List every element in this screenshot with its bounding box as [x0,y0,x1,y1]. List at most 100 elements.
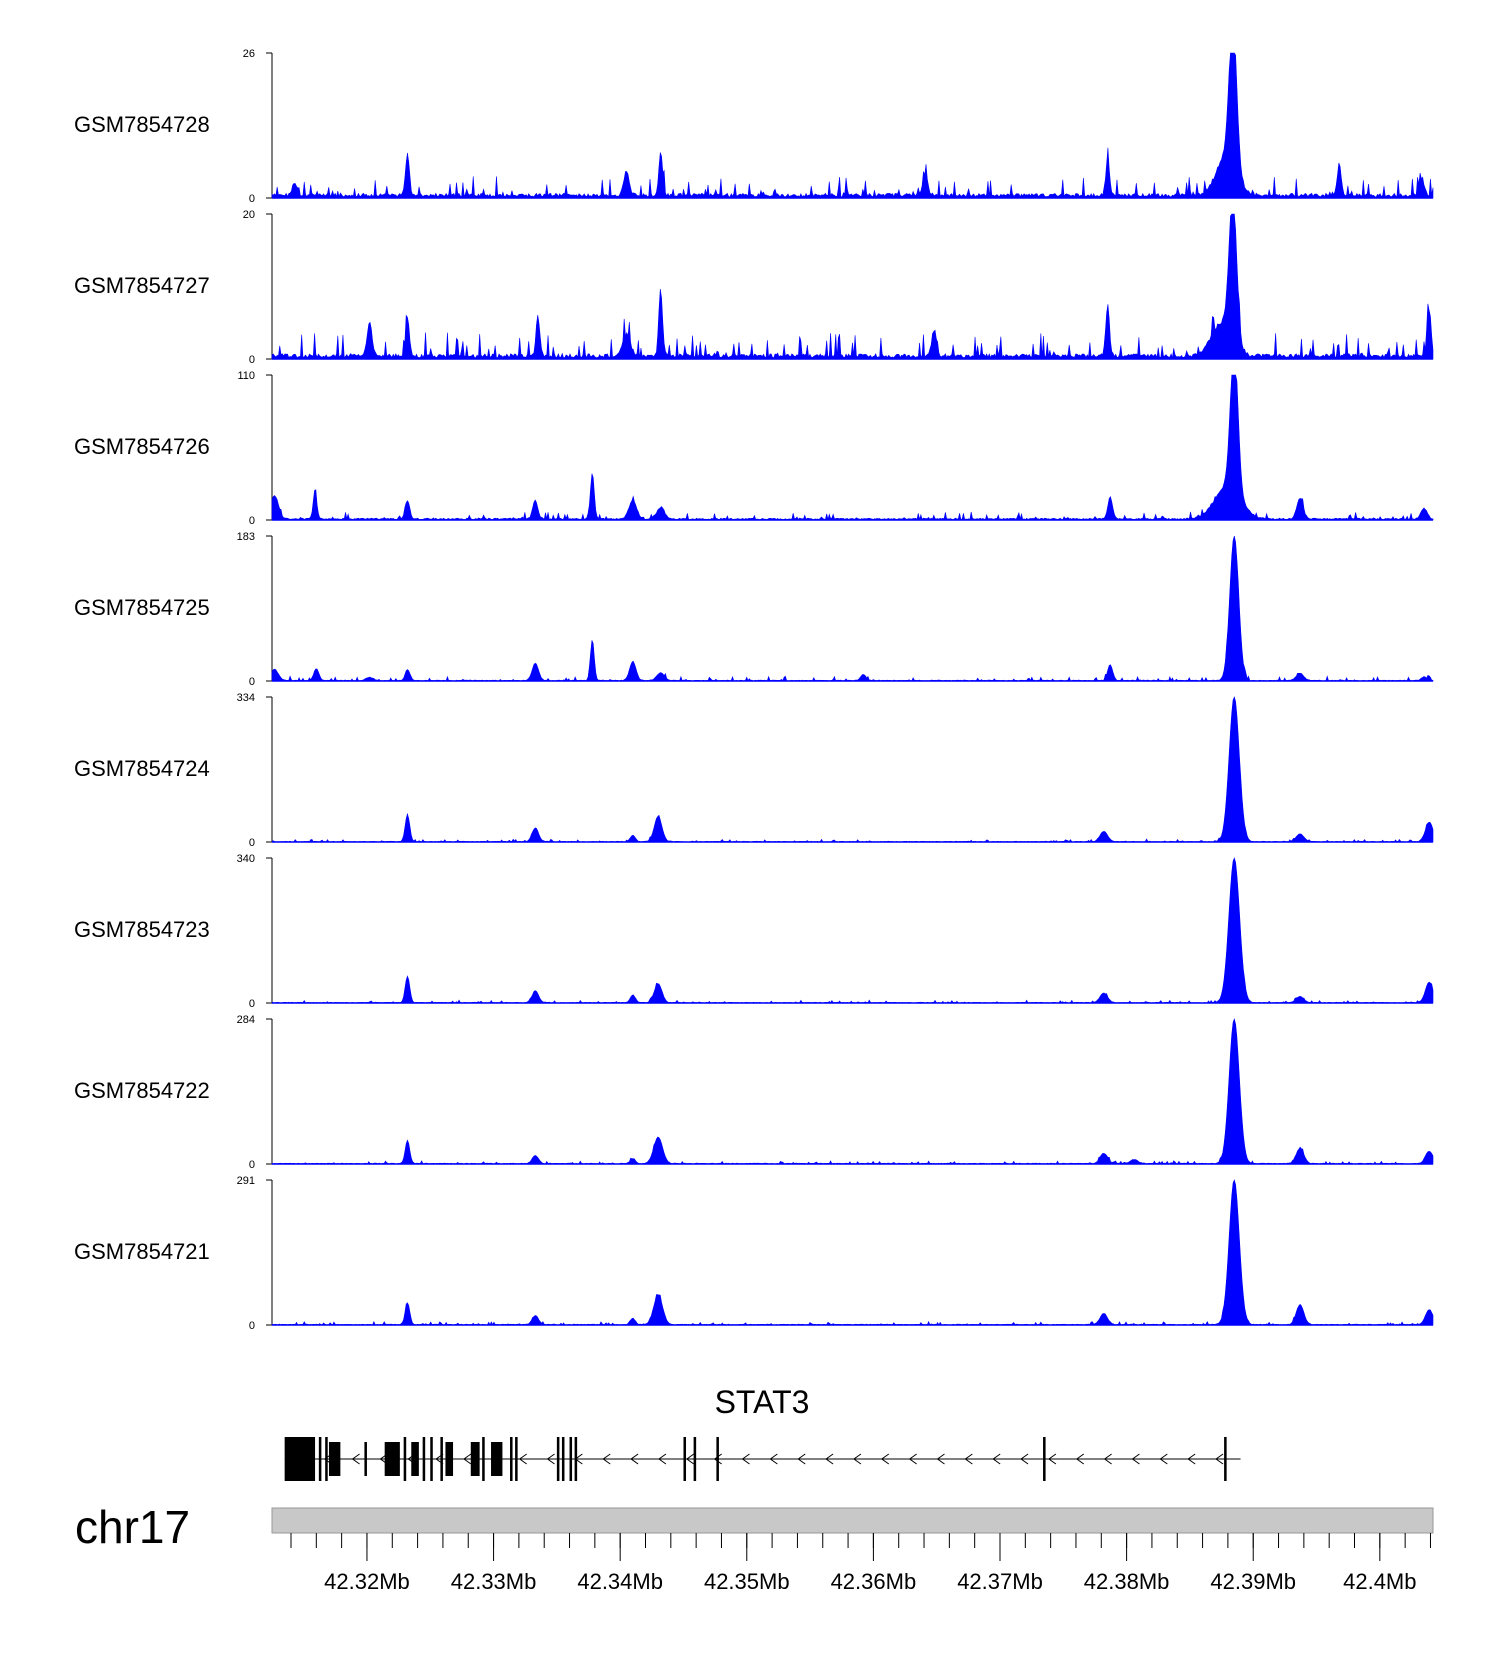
signal-area [271,857,1434,1004]
signal-area [271,52,1434,199]
track-label: GSM7854722 [74,1078,210,1103]
chromosome-label: chr17 [75,1501,190,1553]
y-min-label: 0 [249,998,255,1010]
x-tick-label: 42.38Mb [1084,1569,1170,1594]
track-GSM7854725: GSM7854725 183 0 [74,531,1434,688]
strand-arrow [1048,1453,1057,1465]
track-label: GSM7854725 [74,595,210,620]
track-GSM7854724: GSM7854724 334 0 [74,692,1434,849]
signal-area [271,213,1434,360]
strand-arrow [463,1453,472,1465]
exon-block [325,1437,328,1481]
strand-arrow [1020,1453,1029,1465]
strand-arrow [518,1453,527,1465]
exon-block [510,1437,513,1481]
strand-arrow [1215,1453,1224,1465]
track-label: GSM7854724 [74,756,210,781]
gene-label: STAT3 [715,1384,810,1420]
strand-arrow [1131,1453,1140,1465]
exon-block [1224,1437,1227,1481]
exon-block [284,1437,316,1481]
exon-block [556,1437,560,1481]
exon-block [318,1437,322,1481]
exon-block [1043,1437,1046,1481]
y-max-label: 110 [237,370,255,382]
track-label: GSM7854728 [74,112,210,137]
exon-block [574,1437,578,1481]
y-min-label: 0 [249,193,255,205]
strand-arrow [853,1453,862,1465]
x-tick-label: 42.33Mb [451,1569,537,1594]
track-label: GSM7854721 [74,1239,210,1264]
strand-arrow [797,1453,806,1465]
exon-block [693,1437,697,1481]
exon-block [411,1442,419,1476]
genome-axis: chr17 42.32Mb 42.33Mb 42.34Mb 42.35Mb 42.36M… [75,1501,1434,1594]
strand-arrow [1103,1453,1112,1465]
strand-arrow [685,1453,695,1465]
exon-block [482,1437,485,1481]
y-min-label: 0 [249,515,255,527]
track-GSM7854723: GSM7854723 340 0 [74,853,1434,1010]
x-tick-label: 42.34Mb [577,1569,663,1594]
signal-area [271,696,1434,843]
x-tick-label: 42.36Mb [831,1569,917,1594]
track-GSM7854726: GSM7854726 110 0 [74,370,1434,527]
strand-arrow [351,1453,360,1465]
exon-block [470,1442,480,1476]
signal-area [271,374,1434,521]
track-label: GSM7854726 [74,434,210,459]
y-max-label: 340 [237,853,255,865]
x-tick-label: 42.32Mb [324,1569,410,1594]
signal-area [271,1017,1434,1165]
gene-model: STAT3 [284,1384,1241,1481]
exon-block [328,1442,341,1476]
strand-arrow [769,1453,778,1465]
exon-block [561,1437,565,1481]
exon-block [384,1442,400,1476]
exon-block [683,1437,687,1481]
y-max-label: 26 [243,48,255,60]
exon-block [716,1437,719,1481]
x-tick-label: 42.37Mb [957,1569,1043,1594]
strand-arrow [546,1453,555,1465]
y-min-label: 0 [249,676,255,688]
chromosome-ideogram [271,1507,1434,1534]
track-label: GSM7854727 [74,273,210,298]
strand-arrow [1159,1453,1168,1465]
strand-arrow [992,1453,1001,1465]
y-max-label: 183 [237,531,255,543]
strand-arrow [964,1453,973,1465]
y-min-label: 0 [249,354,255,366]
track-GSM7854728: GSM7854728 26 0 [74,48,1434,205]
y-min-label: 0 [249,1320,255,1332]
strand-arrow [1075,1453,1085,1465]
y-max-label: 284 [237,1014,255,1026]
y-max-label: 20 [243,209,255,221]
track-GSM7854721: GSM7854721 291 0 [74,1175,1434,1332]
strand-arrow [936,1453,945,1465]
x-tick-label: 42.39Mb [1210,1569,1296,1594]
strand-arrow [908,1453,917,1465]
x-tick-label: 42.4Mb [1343,1569,1416,1594]
y-max-label: 334 [237,692,255,704]
exon-block [569,1437,573,1481]
x-tick-label: 42.35Mb [704,1569,790,1594]
track-GSM7854727: GSM7854727 20 0 [74,209,1434,366]
strand-arrow [658,1453,667,1465]
y-min-label: 0 [249,1159,255,1171]
exon-block [491,1442,503,1476]
strand-arrow [630,1453,639,1465]
exon-block [422,1437,426,1481]
exon-block [445,1442,454,1476]
strand-arrow [741,1453,750,1465]
exon-block [430,1437,433,1481]
y-min-label: 0 [249,837,255,849]
strand-arrow [1187,1453,1196,1465]
track-label: GSM7854723 [74,917,210,942]
signal-area [271,1179,1434,1326]
track-GSM7854722: GSM7854722 284 0 [74,1014,1434,1171]
signal-tracks: GSM7854728 26 0 GSM7854727 20 0 GSM7854726 110 0… [74,48,1434,1332]
strand-arrow [880,1453,890,1465]
